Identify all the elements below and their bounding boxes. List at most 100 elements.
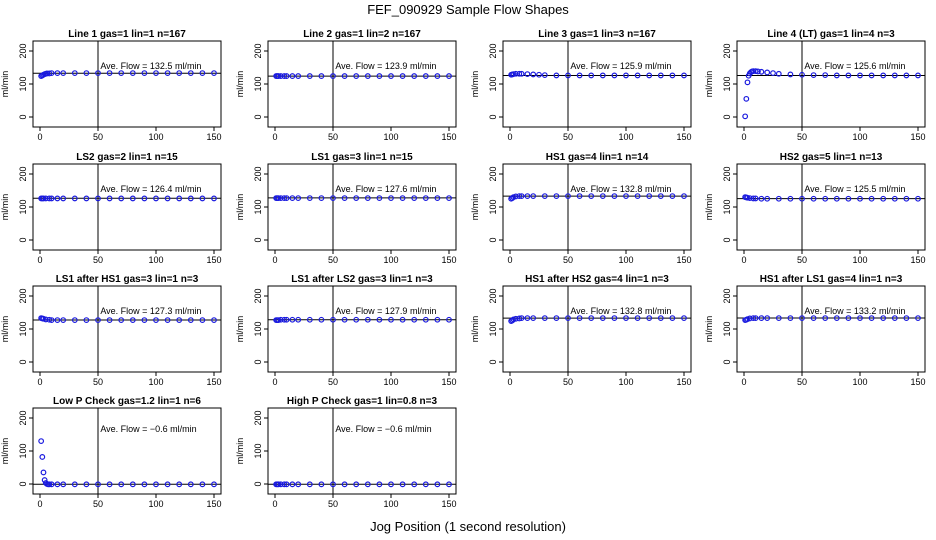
y-tick-label: 100 [722, 76, 732, 91]
data-point [199, 70, 206, 77]
x-tick-label: 150 [206, 132, 221, 142]
panel-11: HS1 after HS2 gas=4 lin=1 n=3 0 50 100 150 0 1… [470, 274, 692, 387]
x-tick-label: 50 [328, 132, 338, 142]
data-point [353, 73, 360, 79]
y-tick-label: 0 [253, 114, 263, 119]
data-point [611, 72, 618, 79]
data-point [434, 316, 441, 323]
panel-12: HS1 after LS1 gas=4 lin=1 n=3 0 50 100 150 0 1… [704, 274, 926, 387]
y-tick-label: 100 [18, 76, 28, 91]
data-point [553, 193, 560, 200]
data-point [422, 73, 429, 79]
data-point [129, 481, 136, 488]
data-point [306, 195, 313, 201]
y-tick-label: 100 [18, 199, 28, 214]
x-tick-label: 100 [383, 132, 398, 142]
data-point [281, 316, 288, 323]
x-tick-label: 0 [37, 377, 42, 387]
x-tick-label: 100 [383, 255, 398, 265]
data-point [657, 315, 664, 322]
data-point [880, 315, 887, 322]
data-point [880, 72, 887, 79]
y-axis-label: ml/min [235, 316, 245, 343]
x-tick-label: 50 [797, 132, 807, 142]
y-tick-label: 0 [18, 359, 28, 364]
y-tick-label: 100 [253, 321, 263, 336]
y-tick-label: 200 [18, 43, 28, 58]
data-point [399, 316, 406, 323]
data-point [95, 195, 101, 202]
plot-frame [32, 163, 222, 251]
data-point [42, 316, 49, 323]
data-point [118, 195, 125, 202]
data-point [743, 95, 750, 102]
panel-14: High P Check gas=1 lin=0.8 n=3 0 50 100 150 0… [235, 396, 457, 509]
data-point [553, 315, 560, 322]
data-point [588, 193, 595, 200]
average-flow-annotation: Ave. Flow = 127.3 ml/min [100, 306, 201, 316]
data-point [518, 315, 525, 322]
data-point [318, 195, 325, 201]
y-tick-label: 0 [18, 481, 28, 486]
panel-7: HS1 gas=4 lin=1 n=14 0 50 100 150 0 100 200 ml/m… [470, 152, 692, 265]
x-tick-label: 0 [272, 499, 277, 509]
data-point [281, 73, 288, 79]
data-point [868, 195, 875, 202]
data-point [434, 195, 441, 201]
average-flow-annotation: Ave. Flow = 125.5 ml/min [804, 184, 905, 194]
panel-4: Line 4 (LT) gas=1 lin=4 n=3 0 50 100 150 0 100… [704, 29, 926, 142]
data-point [388, 481, 394, 488]
data-point [176, 195, 183, 202]
x-tick-label: 150 [206, 377, 221, 387]
data-point [588, 72, 595, 79]
data-point [880, 195, 887, 202]
y-axis-label: ml/min [235, 194, 245, 221]
data-point [516, 193, 523, 200]
y-axis-label: ml/min [0, 194, 10, 221]
data-point [281, 481, 288, 488]
data-point [275, 73, 282, 79]
data-point [60, 195, 67, 202]
data-point [764, 69, 771, 76]
data-point [364, 195, 371, 201]
data-point [399, 73, 406, 79]
data-point [60, 317, 67, 323]
y-axis-label: ml/min [470, 316, 480, 343]
data-point [364, 73, 371, 79]
data-point [129, 195, 136, 202]
data-point [775, 315, 782, 322]
data-point [681, 72, 687, 79]
data-point [164, 195, 171, 202]
data-point [411, 316, 418, 323]
y-tick-label: 0 [722, 114, 732, 119]
data-point [512, 193, 519, 200]
y-tick-label: 200 [488, 43, 498, 58]
plot-frame [32, 40, 222, 128]
data-point [681, 315, 687, 322]
x-tick-label: 0 [507, 255, 512, 265]
data-point [176, 70, 183, 77]
data-point [746, 315, 753, 322]
data-point [576, 315, 583, 322]
data-point [770, 70, 776, 77]
data-point [83, 70, 90, 77]
data-point [318, 316, 325, 323]
data-point [524, 315, 531, 322]
data-point [277, 195, 284, 201]
x-tick-label: 50 [93, 255, 103, 265]
data-point [634, 315, 641, 322]
data-point [376, 316, 383, 323]
data-point [903, 315, 910, 322]
y-tick-label: 200 [253, 43, 263, 58]
data-point [787, 195, 794, 202]
data-point [599, 193, 606, 200]
data-point [38, 438, 45, 445]
average-flow-annotation: Ave. Flow = 132.8 ml/min [570, 184, 671, 194]
data-point [295, 195, 302, 201]
y-tick-label: 0 [253, 359, 263, 364]
data-point [750, 315, 757, 322]
data-point [275, 481, 282, 488]
y-tick-label: 200 [18, 288, 28, 303]
data-point [318, 73, 325, 79]
data-point [330, 316, 336, 323]
